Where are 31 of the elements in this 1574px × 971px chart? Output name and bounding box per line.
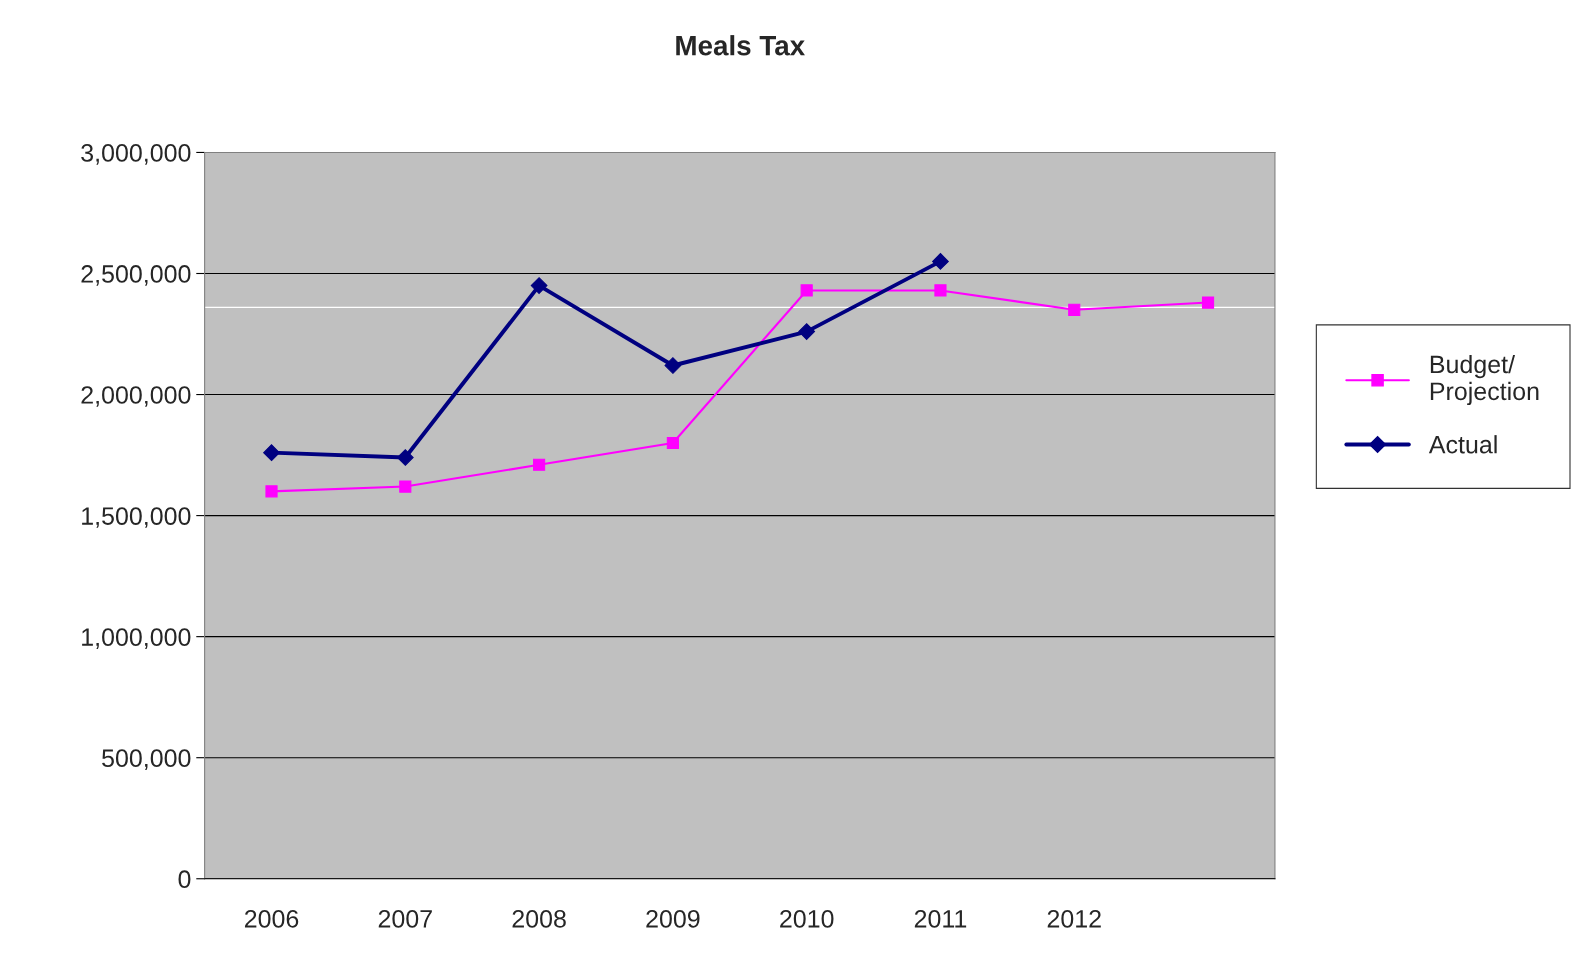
y-tick-label: 3,000,000 <box>81 144 191 165</box>
point <box>934 284 947 297</box>
y-tick-label: 2,500,000 <box>81 265 191 286</box>
x-tick-label: 2007 <box>378 909 432 928</box>
point <box>396 449 414 466</box>
x-tick-label: 2011 <box>914 909 967 928</box>
point <box>263 444 280 462</box>
point <box>664 357 682 374</box>
point <box>399 480 412 493</box>
point <box>265 485 278 498</box>
y-tick-label: 500,000 <box>102 749 191 770</box>
x-tick-label: 2012 <box>1047 909 1101 928</box>
x-tick-label: 2006 <box>244 909 299 928</box>
x-tick-label: 2008 <box>512 909 566 928</box>
y-tick-label: 1,000,000 <box>82 628 191 649</box>
point <box>932 253 949 270</box>
point <box>800 284 813 297</box>
legend-label: Budget/ Projection <box>1430 354 1539 406</box>
x-tick-label: 2009 <box>646 909 700 928</box>
point <box>1068 303 1081 316</box>
point <box>530 277 548 294</box>
x-tick-label: 2010 <box>780 909 834 928</box>
y-tick-label: 0 <box>178 870 191 889</box>
point <box>666 436 679 450</box>
legend-label: Actual <box>1428 435 1497 454</box>
chart-title: Meals Tax <box>676 35 805 56</box>
point <box>533 458 546 471</box>
y-tick-label: 1,500,000 <box>82 507 191 528</box>
point <box>1201 296 1215 309</box>
point <box>798 323 816 340</box>
y-tick-label: 2,000,000 <box>81 386 191 407</box>
